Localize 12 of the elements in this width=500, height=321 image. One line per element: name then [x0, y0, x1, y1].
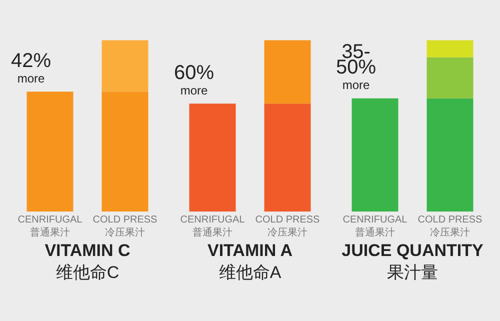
x-axis-title: VITAMIN A 维他命A — [208, 241, 292, 282]
x-tick-label: COLD PRESS 冷压果汁 — [255, 214, 320, 239]
x-tick-label: CENRIFUGAL 普通果汁 — [180, 214, 246, 239]
x-axis-title: JUICE QUANTITY 果汁量 — [342, 241, 484, 282]
x-axis-title: VITAMIN C 维他命C — [44, 241, 130, 282]
x-tick-label: CENRIFUGAL 普通果汁 — [18, 214, 83, 239]
x-tick-label: CENRIFUGAL 普通果汁 — [342, 214, 408, 239]
annotation: 60% more — [174, 62, 214, 98]
x-tick-label: COLD PRESS 冷压果汁 — [418, 214, 483, 239]
annotation: 35- 50% more — [336, 41, 376, 92]
x-tick-label: COLD PRESS 冷压果汁 — [92, 214, 158, 239]
annotation: 42% more — [11, 50, 52, 86]
